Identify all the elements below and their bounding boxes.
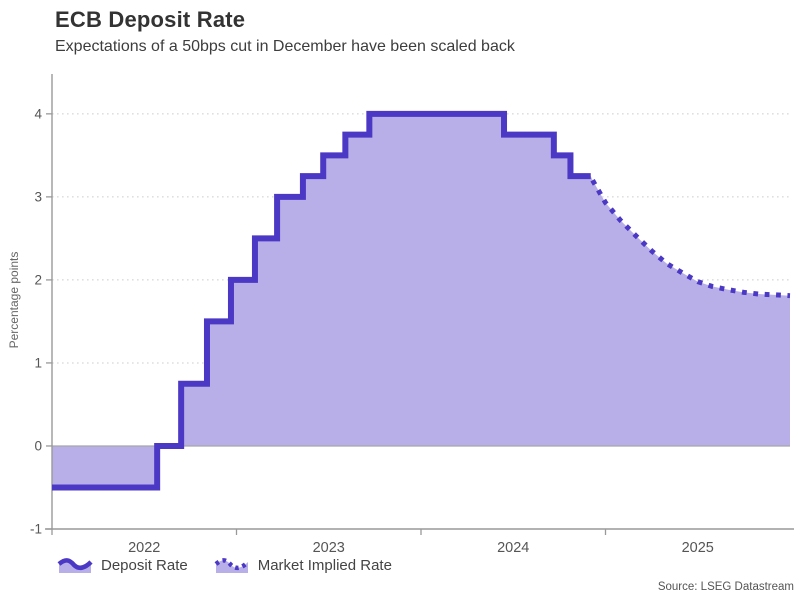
svg-text:0: 0 — [34, 438, 42, 453]
svg-text:4: 4 — [34, 106, 42, 121]
chart-title: ECB Deposit Rate — [55, 7, 246, 32]
market-implied-legend-icon — [214, 558, 250, 573]
svg-text:-1: -1 — [30, 522, 42, 537]
legend-label-deposit-rate: Deposit Rate — [101, 556, 188, 574]
deposit-rate-legend-icon — [57, 558, 93, 573]
svg-text:2022: 2022 — [128, 540, 160, 556]
legend-item-deposit-rate: Deposit Rate — [57, 556, 188, 574]
svg-text:2025: 2025 — [682, 540, 714, 556]
y-axis-label: Percentage points — [7, 251, 21, 349]
legend: Deposit Rate Market Implied Rate — [57, 556, 392, 574]
source-note: Source: LSEG Datastream — [657, 581, 794, 593]
svg-text:2023: 2023 — [313, 540, 345, 556]
legend-item-market-implied: Market Implied Rate — [214, 556, 392, 574]
svg-text:2: 2 — [34, 272, 42, 287]
svg-text:1: 1 — [34, 355, 42, 370]
chart-subtitle: Expectations of a 50bps cut in December … — [55, 38, 515, 55]
svg-text:2024: 2024 — [497, 540, 529, 556]
svg-text:3: 3 — [34, 189, 42, 204]
legend-label-market-implied: Market Implied Rate — [257, 556, 392, 574]
